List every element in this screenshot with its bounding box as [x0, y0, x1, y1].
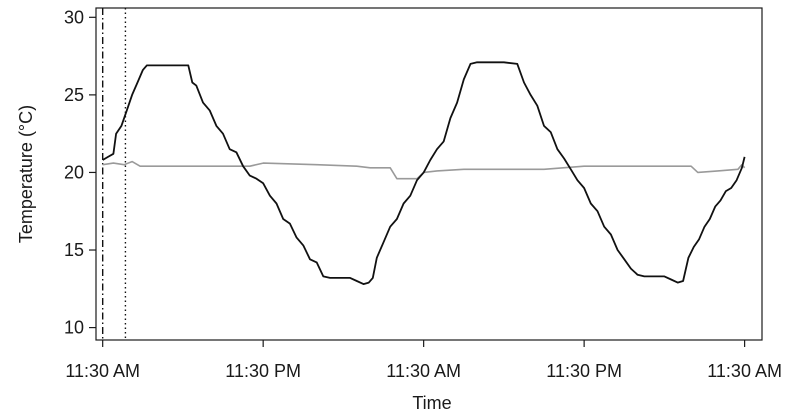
y-tick-label: 25: [64, 85, 84, 105]
x-tick-label: 11:30 AM: [707, 361, 782, 381]
y-axis: 10 15 20 25 30: [64, 7, 96, 338]
x-tick-label: 11:30 PM: [225, 361, 301, 381]
x-tick-label: 11:30 AM: [386, 361, 461, 381]
y-tick-label: 20: [64, 162, 84, 182]
y-tick-label: 15: [64, 240, 84, 260]
x-tick-label: 11:30 AM: [65, 361, 140, 381]
series-line-black: [102, 61, 746, 285]
y-tick-label: 30: [64, 7, 84, 27]
plot-frame: [95, 7, 763, 341]
x-tick-label: 11:30 PM: [546, 361, 622, 381]
x-axis: 11:30 AM 11:30 PM 11:30 AM 11:30 PM 11:30 AM: [65, 340, 782, 381]
y-tick-label: 10: [64, 318, 84, 338]
series-line-gray: [102, 160, 746, 180]
y-axis-title: Temperature (°C): [16, 105, 36, 243]
series-group: [102, 61, 746, 285]
reference-lines: [101, 8, 127, 340]
x-axis-title: Time: [412, 393, 451, 413]
